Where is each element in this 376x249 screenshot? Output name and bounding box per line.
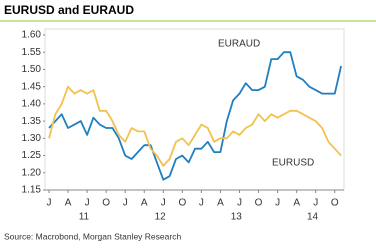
x-tick-label: J	[47, 198, 52, 209]
x-tick-label: J	[237, 198, 242, 209]
series-line	[48, 85, 342, 167]
x-tick-label: O	[178, 198, 186, 209]
x-tick-label: A	[141, 198, 148, 209]
y-tick-label: 1.50	[22, 64, 42, 75]
series-label: EURUSD	[272, 158, 314, 169]
x-tick-label: J	[161, 198, 166, 209]
year-label: 14	[307, 212, 319, 223]
x-tick-label: A	[65, 198, 72, 209]
year-label: 12	[155, 212, 167, 223]
y-tick-label: 1.35	[22, 116, 42, 127]
series-label: EURAUD	[218, 39, 260, 50]
x-tick-label: A	[293, 198, 300, 209]
source-note: Source: Macrobond, Morgan Stanley Resear…	[4, 231, 181, 241]
x-tick-label: O	[102, 198, 110, 209]
y-tick-label: 1.45	[22, 81, 42, 92]
x-tick-label: J	[123, 198, 128, 209]
year-label: 11	[79, 212, 90, 223]
y-tick-label: 1.15	[22, 185, 42, 196]
chart-title: EURUSD and EURAUD	[4, 3, 134, 17]
y-tick-label: 1.30	[22, 133, 42, 144]
x-tick-label: O	[331, 198, 339, 209]
x-tick-label: J	[199, 198, 204, 209]
x-tick-label: O	[255, 198, 263, 209]
x-tick-label: J	[85, 198, 90, 209]
series-line	[48, 51, 342, 181]
y-tick-label: 1.55	[22, 47, 42, 58]
year-label: 13	[231, 212, 243, 223]
y-tick-label: 1.25	[22, 150, 42, 161]
x-tick-label: A	[217, 198, 224, 209]
y-tick-label: 1.60	[22, 30, 42, 41]
y-tick-label: 1.40	[22, 99, 42, 110]
x-tick-label: J	[275, 198, 280, 209]
y-tick-label: 1.20	[22, 167, 42, 178]
x-tick-label: J	[313, 198, 318, 209]
